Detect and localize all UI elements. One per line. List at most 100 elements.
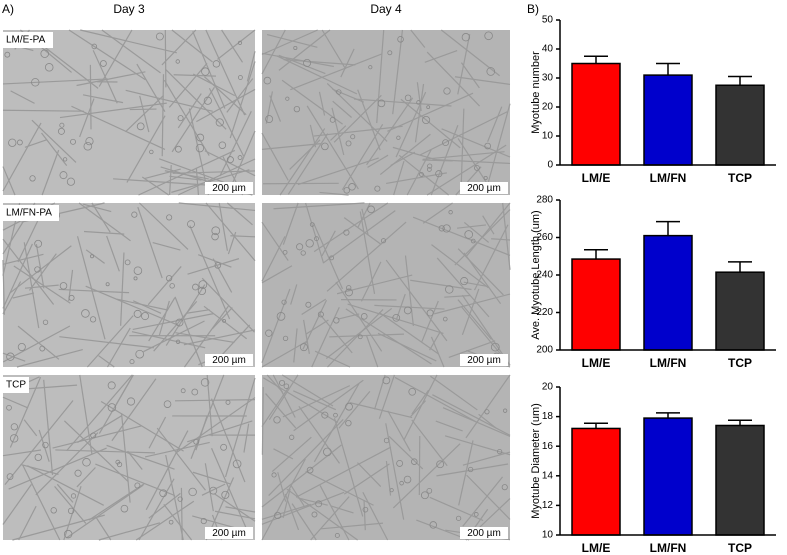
cell-texture [88,483,145,521]
row-label: TCP [6,380,26,391]
cell-texture [416,100,421,105]
micrograph: 200 µm [2,374,256,541]
cell-texture [143,320,205,353]
cell-texture [6,473,14,480]
cell-texture [429,331,441,351]
cell-texture [455,166,482,196]
cell-texture [300,250,306,256]
cell-texture [380,238,387,244]
cell-texture [273,448,294,460]
cell-texture [175,332,235,344]
cell-texture [343,463,390,495]
cell-texture [457,248,504,296]
cell-texture [62,157,68,162]
cell-texture [408,387,417,396]
cell-texture [82,94,124,104]
cell-texture [164,29,167,88]
cell-texture [305,470,374,506]
cell-texture [175,399,256,402]
y-axis-label: Myotube number [530,51,542,134]
cell-texture [148,297,176,342]
cell-texture [491,238,511,241]
cell-texture [429,496,484,522]
cell-texture [465,374,511,439]
cell-texture [478,413,497,429]
cell-texture [120,413,131,503]
cell-texture [334,532,340,538]
cell-texture [232,459,242,469]
cell-texture [289,434,295,440]
cell-texture [315,500,323,508]
cell-texture [217,29,256,60]
cell-texture [382,376,391,385]
cell-texture [192,471,232,485]
cell-texture [55,449,156,454]
cell-texture [353,98,452,107]
cell-texture [237,40,243,45]
cell-texture [301,298,327,316]
bar [643,74,693,166]
cell-texture [378,374,396,419]
cell-texture [303,58,312,67]
cell-texture [290,53,383,91]
cell-texture [283,59,356,66]
cell-texture [180,487,183,541]
cell-texture [346,285,352,291]
cell-texture [113,374,134,409]
cell-texture [23,242,40,329]
cell-texture [272,374,296,418]
cell-texture [2,484,32,525]
x-tick-label: LM/E [582,171,611,185]
y-tick-label: 10 [542,131,554,142]
cell-texture [422,115,431,125]
cell-texture [281,299,287,305]
cell-texture [367,205,375,214]
cell-texture [265,329,273,337]
cell-texture [426,144,507,196]
cell-texture [368,65,373,70]
cell-texture [487,106,503,142]
cell-texture [90,432,97,439]
bar [715,424,765,536]
cell-texture [502,408,508,413]
cell-texture [124,259,131,266]
cell-texture [357,334,363,340]
cell-texture [484,142,491,150]
cell-texture [174,296,203,368]
cell-texture [462,476,504,527]
cell-texture [145,430,189,511]
cell-texture [229,61,256,139]
y-tick-label: 18 [542,411,554,422]
cell-texture [149,149,154,155]
cell-texture [82,458,91,467]
cell-texture [220,443,228,451]
scale-bar-label: 200 µm [467,528,501,539]
cell-texture [2,122,42,192]
cell-texture [16,139,23,146]
cell-texture [132,300,162,314]
cell-texture [343,229,350,236]
cell-texture [120,504,129,513]
cell-texture [2,109,84,112]
cell-texture [28,253,57,291]
cell-texture [440,29,501,77]
cell-texture [76,236,106,340]
cell-texture [161,74,165,157]
panel-label: B) [527,2,539,16]
scale-bar-label: 200 µm [467,355,501,366]
cell-texture [29,175,36,182]
cell-texture [403,475,412,484]
row-label-box [3,205,59,221]
cell-texture [434,293,511,315]
cell-texture [349,402,413,419]
cell-texture [158,300,170,336]
cell-texture [273,202,365,210]
cell-texture [169,175,202,181]
cell-texture [141,312,150,321]
cell-texture [282,385,351,418]
cell-texture [196,88,256,123]
cell-texture [411,419,448,467]
cell-texture [221,490,230,499]
cell-texture [261,132,289,181]
cell-texture [273,416,281,424]
